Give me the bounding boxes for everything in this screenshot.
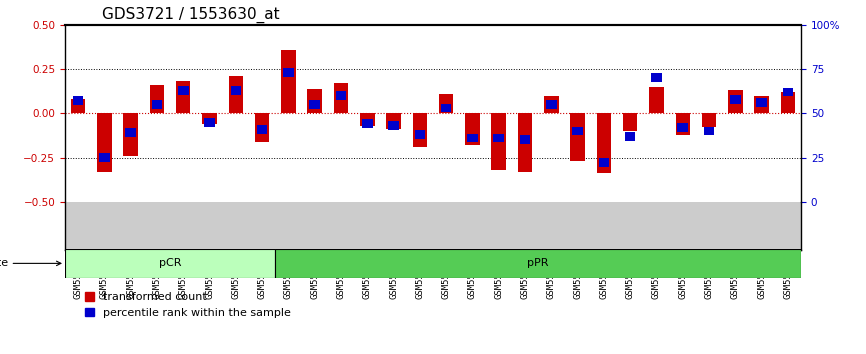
Bar: [204, 118, 215, 127]
Bar: [572, 127, 583, 136]
Text: pPR: pPR: [527, 258, 549, 268]
Bar: [728, 90, 742, 113]
Bar: [650, 87, 663, 113]
Bar: [336, 91, 346, 100]
Bar: [176, 81, 191, 113]
Bar: [333, 83, 348, 113]
Bar: [65, 249, 275, 278]
Bar: [571, 113, 585, 161]
Bar: [704, 127, 714, 136]
Text: pCR: pCR: [158, 258, 181, 268]
Bar: [309, 100, 320, 109]
Legend: transformed count, percentile rank within the sample: transformed count, percentile rank withi…: [85, 292, 291, 318]
Bar: [546, 100, 557, 109]
Bar: [597, 113, 611, 173]
Bar: [275, 249, 801, 278]
Bar: [518, 113, 533, 172]
Bar: [754, 96, 769, 113]
Bar: [465, 113, 480, 145]
Bar: [152, 100, 162, 109]
Bar: [625, 132, 636, 141]
Bar: [203, 113, 216, 124]
Bar: [71, 99, 86, 113]
Bar: [360, 113, 374, 126]
Bar: [362, 120, 372, 129]
Bar: [386, 113, 401, 129]
Bar: [388, 121, 399, 130]
Bar: [730, 95, 740, 104]
Text: disease state: disease state: [0, 258, 61, 268]
Bar: [412, 113, 427, 147]
Bar: [467, 134, 478, 143]
Bar: [492, 113, 506, 170]
Text: GDS3721 / 1553630_at: GDS3721 / 1553630_at: [102, 7, 280, 23]
Bar: [99, 153, 110, 162]
Bar: [783, 88, 793, 97]
Bar: [73, 97, 83, 105]
Bar: [415, 130, 425, 139]
Bar: [257, 125, 268, 134]
Bar: [651, 73, 662, 82]
Bar: [150, 85, 165, 113]
Bar: [439, 94, 454, 113]
Bar: [283, 68, 294, 77]
Bar: [677, 123, 688, 132]
Bar: [675, 113, 690, 135]
Bar: [623, 113, 637, 131]
Bar: [255, 113, 269, 142]
Bar: [520, 136, 530, 144]
Bar: [178, 86, 189, 95]
Bar: [126, 129, 136, 137]
Bar: [701, 113, 716, 127]
Bar: [124, 113, 138, 156]
Bar: [544, 96, 559, 113]
Bar: [494, 134, 504, 143]
Bar: [97, 113, 112, 172]
Bar: [230, 86, 241, 95]
Bar: [756, 98, 767, 107]
Bar: [598, 159, 609, 167]
Bar: [441, 104, 451, 113]
Bar: [229, 76, 243, 113]
Bar: [281, 50, 295, 113]
Bar: [307, 88, 322, 113]
Bar: [780, 92, 795, 113]
